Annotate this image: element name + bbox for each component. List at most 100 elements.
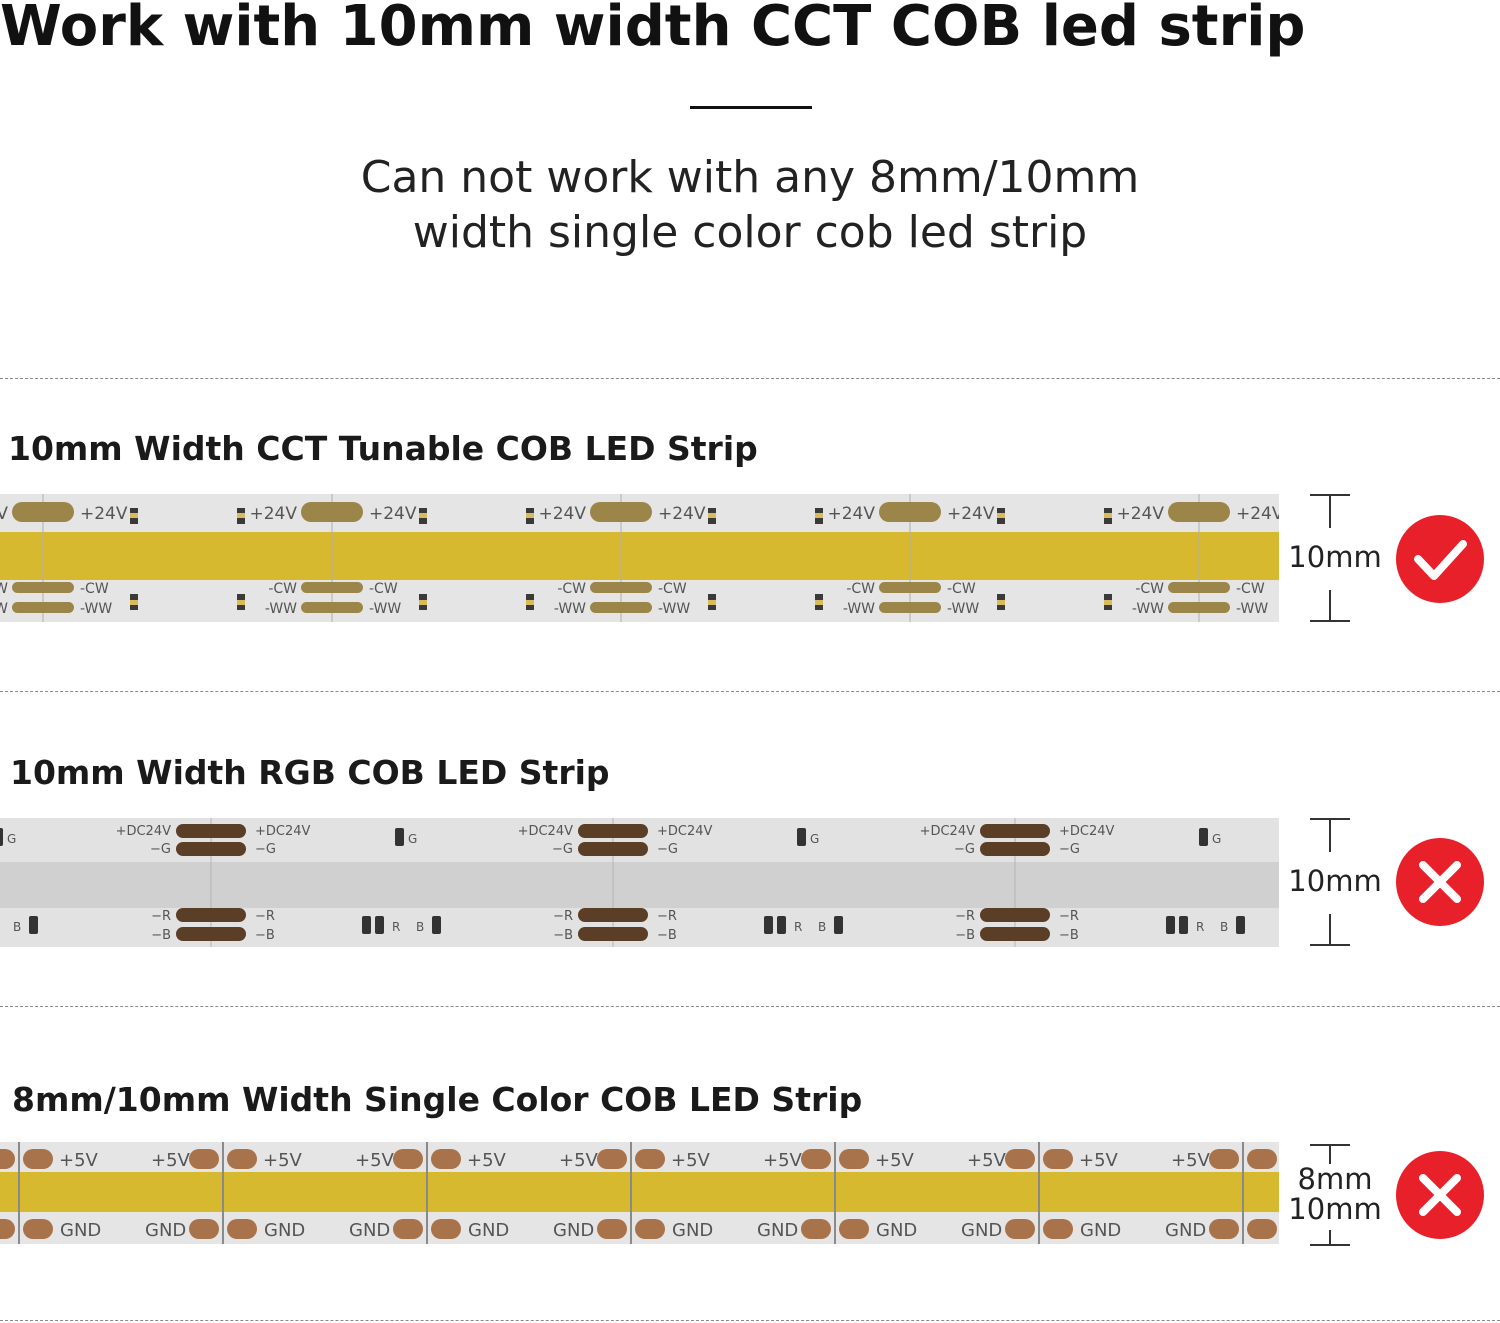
chip-label: G xyxy=(810,832,819,846)
cob-phosphor-band xyxy=(0,532,1279,580)
single-color-led-strip: +5V +5V +5V +5V +5V +5V +5V +5V +5V +5V +5V +5V GND G… xyxy=(0,1142,1279,1244)
pad-label: +5V xyxy=(671,1150,711,1171)
pad-label: +5V xyxy=(151,1150,191,1171)
smd-component xyxy=(815,513,823,518)
pad-label: −R xyxy=(151,909,171,924)
solder-pad xyxy=(227,1219,257,1239)
solder-pad xyxy=(590,502,652,522)
smd-component xyxy=(526,600,534,605)
section-title-single: 8mm/10mm Width Single Color COB LED Stri… xyxy=(12,1080,863,1119)
pad-label: −B xyxy=(151,928,171,943)
smd-component xyxy=(708,513,716,518)
smd-component xyxy=(997,600,1005,605)
solder-pad xyxy=(839,1219,869,1239)
solder-pad xyxy=(176,824,246,838)
smd-component xyxy=(432,916,441,934)
rgb-led-strip: +DC24V +DC24V −G −G −R −R −B −B +DC24V +DC24V −G −G… xyxy=(0,818,1279,947)
page-subtitle: Can not work with any 8mm/10mm width sin… xyxy=(250,150,1250,260)
smd-component xyxy=(395,828,404,846)
solder-pad xyxy=(1168,602,1230,613)
solder-pad xyxy=(23,1219,53,1239)
pad-label: −G xyxy=(255,842,276,857)
pad-label: -WW xyxy=(265,601,297,617)
compatible-badge xyxy=(1396,515,1484,603)
pad-label: +24V xyxy=(249,504,297,524)
width-dimension-rgb: 10mm xyxy=(1288,818,1382,946)
smd-component xyxy=(1166,916,1175,934)
chip-label: B xyxy=(1220,920,1228,934)
solder-pad xyxy=(393,1149,423,1169)
pad-label: -WW xyxy=(0,601,8,617)
pad-label: GND xyxy=(1165,1220,1206,1241)
subtitle-line-1: Can not work with any 8mm/10mm xyxy=(360,152,1140,203)
single-strip-drawing: +5V +5V +5V +5V +5V +5V +5V +5V +5V +5V +5V +5V GND G… xyxy=(0,1142,1279,1244)
solder-pad xyxy=(189,1149,219,1169)
solder-pad xyxy=(801,1219,831,1239)
check-icon xyxy=(1414,540,1467,580)
pad-label: GND xyxy=(468,1220,509,1241)
pad-label: +24V xyxy=(369,504,417,524)
section-divider xyxy=(0,1320,1500,1321)
solder-pad xyxy=(980,842,1050,856)
pad-label: −R xyxy=(553,909,573,924)
smd-component xyxy=(1236,916,1245,934)
pad-label: -CW xyxy=(947,581,976,597)
pad-label: +24V xyxy=(947,504,995,524)
solder-pad xyxy=(635,1149,665,1169)
solder-pad xyxy=(980,908,1050,922)
pad-label: GND xyxy=(672,1220,713,1241)
section-title-cct: 10mm Width CCT Tunable COB LED Strip xyxy=(8,429,758,468)
subtitle-line-2: width single color cob led strip xyxy=(412,207,1088,258)
pad-label: +5V xyxy=(875,1150,915,1171)
pad-label: GND xyxy=(876,1220,917,1241)
solder-pad xyxy=(1043,1149,1073,1169)
pad-label: GND xyxy=(757,1220,798,1241)
chip-label: B xyxy=(13,920,21,934)
pad-label: +24V xyxy=(80,504,128,524)
pad-label: -WW xyxy=(843,601,875,617)
pad-label: +24V xyxy=(0,504,8,524)
pad-label: +5V xyxy=(1079,1150,1119,1171)
smd-component xyxy=(997,513,1005,518)
smd-component xyxy=(1199,828,1208,846)
pad-label: +DC24V xyxy=(518,824,574,839)
pad-label: GND xyxy=(349,1220,390,1241)
width-label-10mm: 10mm xyxy=(1288,1192,1382,1226)
pad-label: -WW xyxy=(369,601,401,617)
pad-label: GND xyxy=(145,1220,186,1241)
smd-component xyxy=(777,916,786,934)
solder-pad xyxy=(176,842,246,856)
page-title: Work with 10mm width CCT COB led strip xyxy=(0,0,1306,59)
solder-pad xyxy=(590,602,652,613)
pad-label: +DC24V xyxy=(657,824,713,839)
solder-pad xyxy=(1005,1149,1035,1169)
solder-pad xyxy=(590,582,652,593)
smd-component xyxy=(0,828,3,846)
pad-label: -CW xyxy=(658,581,687,597)
chip-label: R xyxy=(794,920,802,934)
solder-pad xyxy=(1247,1149,1277,1169)
pad-label: -WW xyxy=(554,601,586,617)
smd-component xyxy=(29,916,38,934)
solder-pad xyxy=(0,1149,15,1169)
solder-pad xyxy=(1247,1219,1277,1239)
pad-label: +DC24V xyxy=(1059,824,1115,839)
pad-label: +24V xyxy=(538,504,586,524)
chip-label: G xyxy=(408,832,417,846)
solder-pad xyxy=(801,1149,831,1169)
pad-label: −B xyxy=(657,928,677,943)
pad-label: +DC24V xyxy=(116,824,172,839)
cob-phosphor-band xyxy=(0,1172,1279,1212)
solder-pad xyxy=(578,842,648,856)
pad-label: −G xyxy=(657,842,678,857)
chip-label: R xyxy=(392,920,400,934)
solder-pad xyxy=(578,824,648,838)
solder-pad xyxy=(980,824,1050,838)
pad-label: +24V xyxy=(1236,504,1279,524)
pad-label: -CW xyxy=(1236,581,1265,597)
smd-component xyxy=(237,600,245,605)
pad-label: -CW xyxy=(369,581,398,597)
solder-pad xyxy=(12,502,74,522)
pad-label: -WW xyxy=(1132,601,1164,617)
pad-label: −G xyxy=(150,842,171,857)
